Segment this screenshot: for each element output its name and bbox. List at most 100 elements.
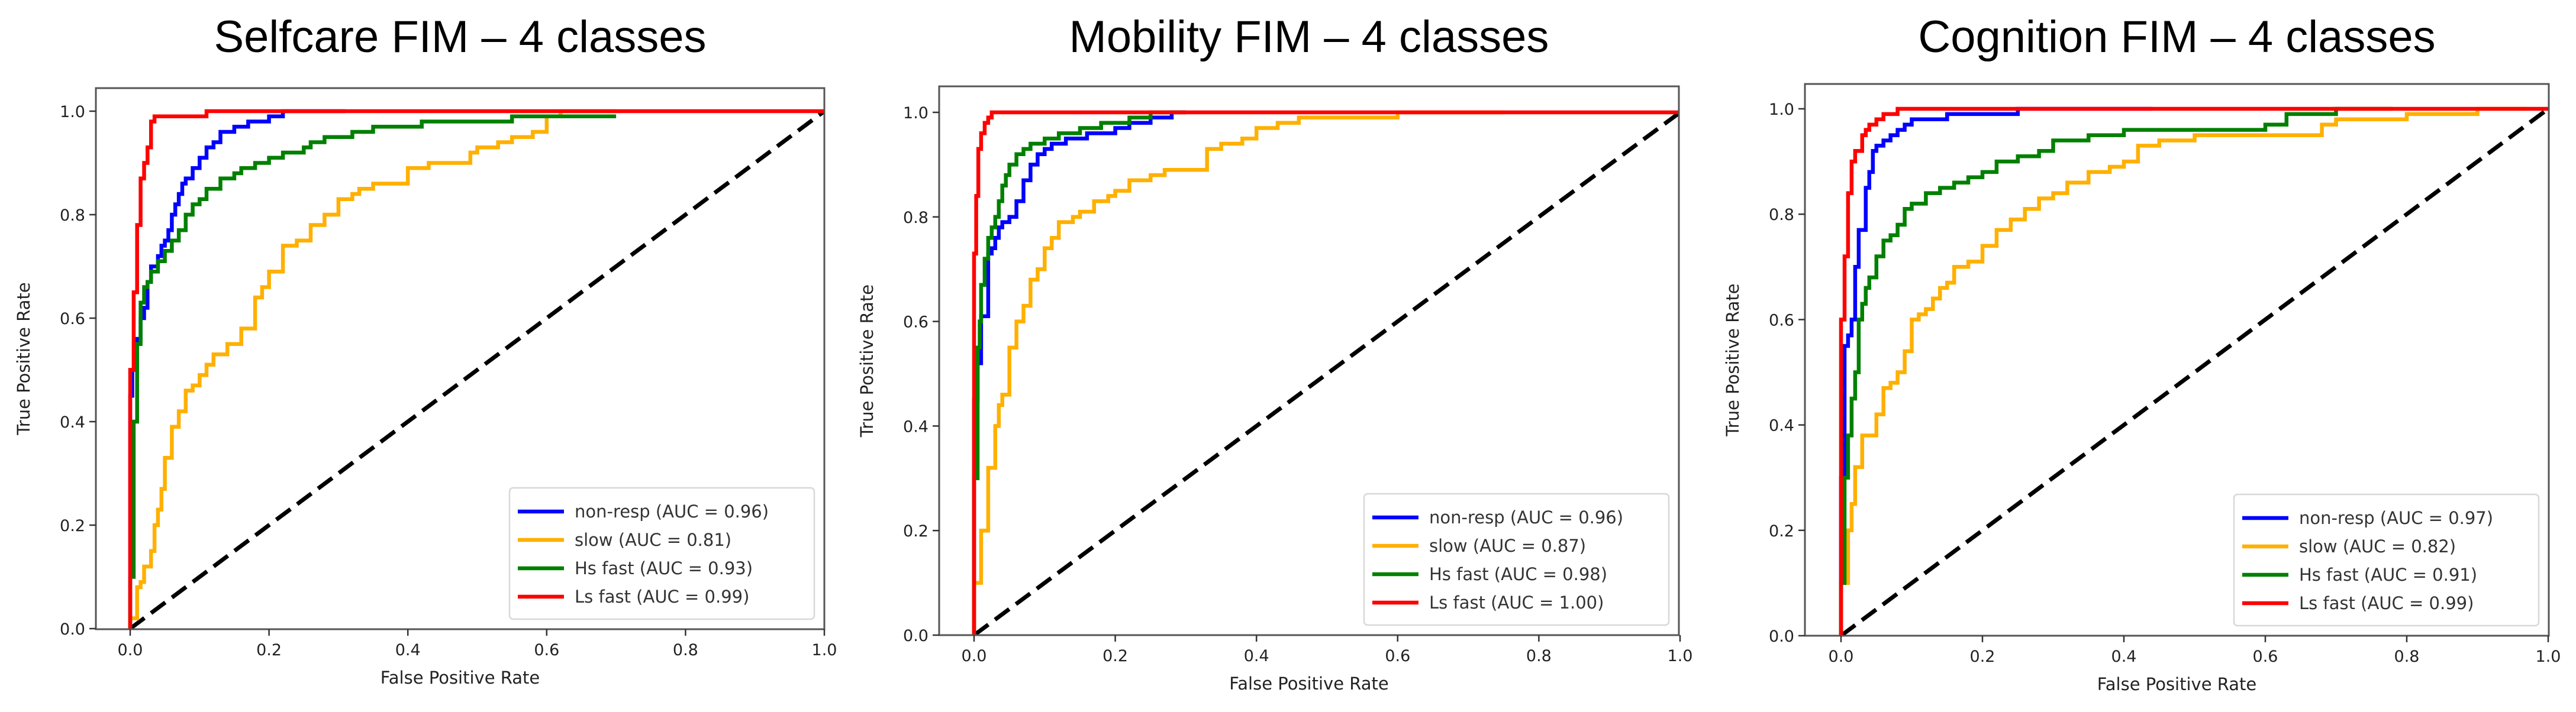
y-axis-label: True Positive Rate (857, 284, 877, 438)
legend-item: slow (AUC = 0.87) (1372, 536, 1586, 556)
y-tick-label: 0.6 (60, 310, 85, 328)
chance-diagonal-line (1839, 107, 2549, 636)
axes-frame (1804, 83, 2550, 637)
legend-item: Hs fast (AUC = 0.93) (518, 558, 753, 578)
roc-curve-slow (128, 109, 617, 629)
x-axis-label: False Positive Rate (2097, 674, 2257, 694)
legend-item: non-resp (AUC = 0.96) (518, 501, 769, 522)
y-tick-label: 0.0 (903, 627, 928, 645)
roc-curve-non-resp (972, 110, 1186, 635)
x-tick-label: 0.8 (1526, 647, 1552, 665)
roc-curve-ls-fast (128, 109, 824, 629)
y-tick-label: 0.0 (60, 620, 85, 639)
roc-curve-slow (1839, 106, 2527, 636)
x-tick-label: 0.0 (1829, 648, 1854, 666)
legend-label: non-resp (AUC = 0.97) (2299, 508, 2493, 528)
roc-curve-ls-fast (1839, 106, 2548, 636)
legend-label: slow (AUC = 0.81) (575, 530, 731, 550)
x-tick-label: 0.2 (256, 641, 282, 659)
x-tick-label: 0.2 (1970, 648, 1995, 666)
y-tick-label: 0.4 (60, 413, 85, 432)
x-tick-label: 0.6 (1385, 647, 1410, 665)
chance-diagonal-line (972, 111, 1679, 635)
legend-item: Ls fast (AUC = 0.99) (2242, 593, 2474, 613)
legend: non-resp (AUC = 0.96) slow (AUC = 0.87) Hs… (1363, 493, 1670, 626)
x-axis-label: False Positive Rate (381, 668, 540, 688)
y-tick-label: 0.6 (903, 313, 928, 332)
chart-title: Mobility FIM – 4 classes (1069, 12, 1549, 62)
legend-item: Hs fast (AUC = 0.98) (1372, 564, 1607, 584)
legend-item: slow (AUC = 0.81) (518, 530, 731, 550)
axes-frame (938, 85, 1680, 636)
axes-frame (95, 87, 826, 630)
legend-label: Hs fast (AUC = 0.91) (2299, 565, 2477, 585)
roc-curve-ls-fast (972, 110, 1679, 635)
x-tick-label: 0.6 (2253, 648, 2278, 666)
chart-title: Cognition FIM – 4 classes (1918, 12, 2435, 62)
legend-label: Ls fast (AUC = 0.99) (575, 587, 749, 607)
legend: non-resp (AUC = 0.96) slow (AUC = 0.81) Hs… (508, 487, 815, 620)
legend-label: Hs fast (AUC = 0.93) (575, 558, 753, 578)
y-tick-label: 0.0 (1769, 627, 1794, 646)
roc-curve-slow (972, 110, 1504, 635)
legend-label: Ls fast (AUC = 1.00) (1429, 593, 1604, 613)
y-axis-label: True Positive Rate (1723, 283, 1743, 436)
y-tick-label: 1.0 (60, 103, 85, 121)
legend-item: non-resp (AUC = 0.97) (2242, 508, 2493, 528)
selfcare-roc-panel: Selfcare FIM – 4 classes 0.0 0.2 0.4 0.6 0.8 1… (14, 12, 837, 688)
x-tick-label: 0.8 (2394, 648, 2420, 666)
roc-curve-hs-fast (972, 110, 1186, 635)
x-tick-label: 1.0 (2536, 648, 2561, 666)
x-tick-label: 0.4 (395, 641, 421, 659)
legend-label: non-resp (AUC = 0.96) (575, 501, 769, 522)
legend-label: slow (AUC = 0.82) (2299, 536, 2456, 556)
y-tick-label: 0.2 (60, 517, 85, 535)
y-tick-label: 0.2 (903, 522, 928, 541)
legend-item: non-resp (AUC = 0.96) (1372, 507, 1623, 527)
x-tick-label: 0.4 (2111, 648, 2137, 666)
roc-curve-non-resp (1839, 106, 2152, 636)
x-tick-label: 0.8 (673, 641, 698, 659)
x-tick-label: 1.0 (812, 641, 837, 659)
legend-label: non-resp (AUC = 0.96) (1429, 507, 1623, 527)
plot-lines (1839, 106, 2549, 636)
y-tick-label: 0.6 (1769, 311, 1794, 329)
x-tick-label: 0.2 (1102, 647, 1128, 665)
y-tick-label: 0.8 (903, 209, 928, 227)
x-tick-label: 0.4 (1244, 647, 1269, 665)
legend-label: Hs fast (AUC = 0.98) (1429, 564, 1607, 584)
x-axis-label: False Positive Rate (1229, 674, 1389, 694)
x-tick-label: 0.0 (118, 641, 143, 659)
x-tick-label: 0.0 (962, 647, 987, 665)
plot-lines (972, 110, 1679, 635)
legend-box (2233, 493, 2540, 627)
legend: non-resp (AUC = 0.97) slow (AUC = 0.82) Hs… (2233, 493, 2540, 627)
roc-curve-hs-fast (1839, 106, 2393, 636)
y-tick-label: 0.8 (60, 206, 85, 225)
y-tick-label: 0.2 (1769, 522, 1794, 541)
legend-item: slow (AUC = 0.82) (2242, 536, 2456, 556)
legend-box (508, 487, 815, 620)
y-tick-label: 0.4 (903, 418, 928, 436)
legend-box (1363, 493, 1670, 626)
roc-curve-non-resp (128, 109, 346, 629)
chart-title: Selfcare FIM – 4 classes (214, 12, 706, 62)
legend-item: Ls fast (AUC = 0.99) (518, 587, 749, 607)
y-tick-label: 1.0 (903, 104, 928, 122)
chance-diagonal-line (128, 109, 824, 629)
cognition-roc-panel: Cognition FIM – 4 classes 0.0 0.2 0.4 0.6 0.8… (1723, 12, 2561, 694)
legend-label: slow (AUC = 0.87) (1429, 536, 1586, 556)
y-tick-label: 0.8 (1769, 206, 1794, 224)
y-tick-label: 1.0 (1769, 101, 1794, 119)
legend-item: Ls fast (AUC = 1.00) (1372, 593, 1604, 613)
plot-lines (128, 109, 824, 629)
x-tick-label: 0.6 (534, 641, 559, 659)
y-tick-label: 0.4 (1769, 417, 1794, 435)
mobility-roc-panel: Mobility FIM – 4 classes 0.0 0.2 0.4 0.6 0.8 1… (857, 12, 1692, 694)
legend-item: Hs fast (AUC = 0.91) (2242, 565, 2477, 585)
y-axis-label: True Positive Rate (14, 282, 34, 435)
legend-label: Ls fast (AUC = 0.99) (2299, 593, 2474, 613)
x-tick-label: 1.0 (1668, 647, 1693, 665)
roc-curve-hs-fast (128, 114, 617, 629)
